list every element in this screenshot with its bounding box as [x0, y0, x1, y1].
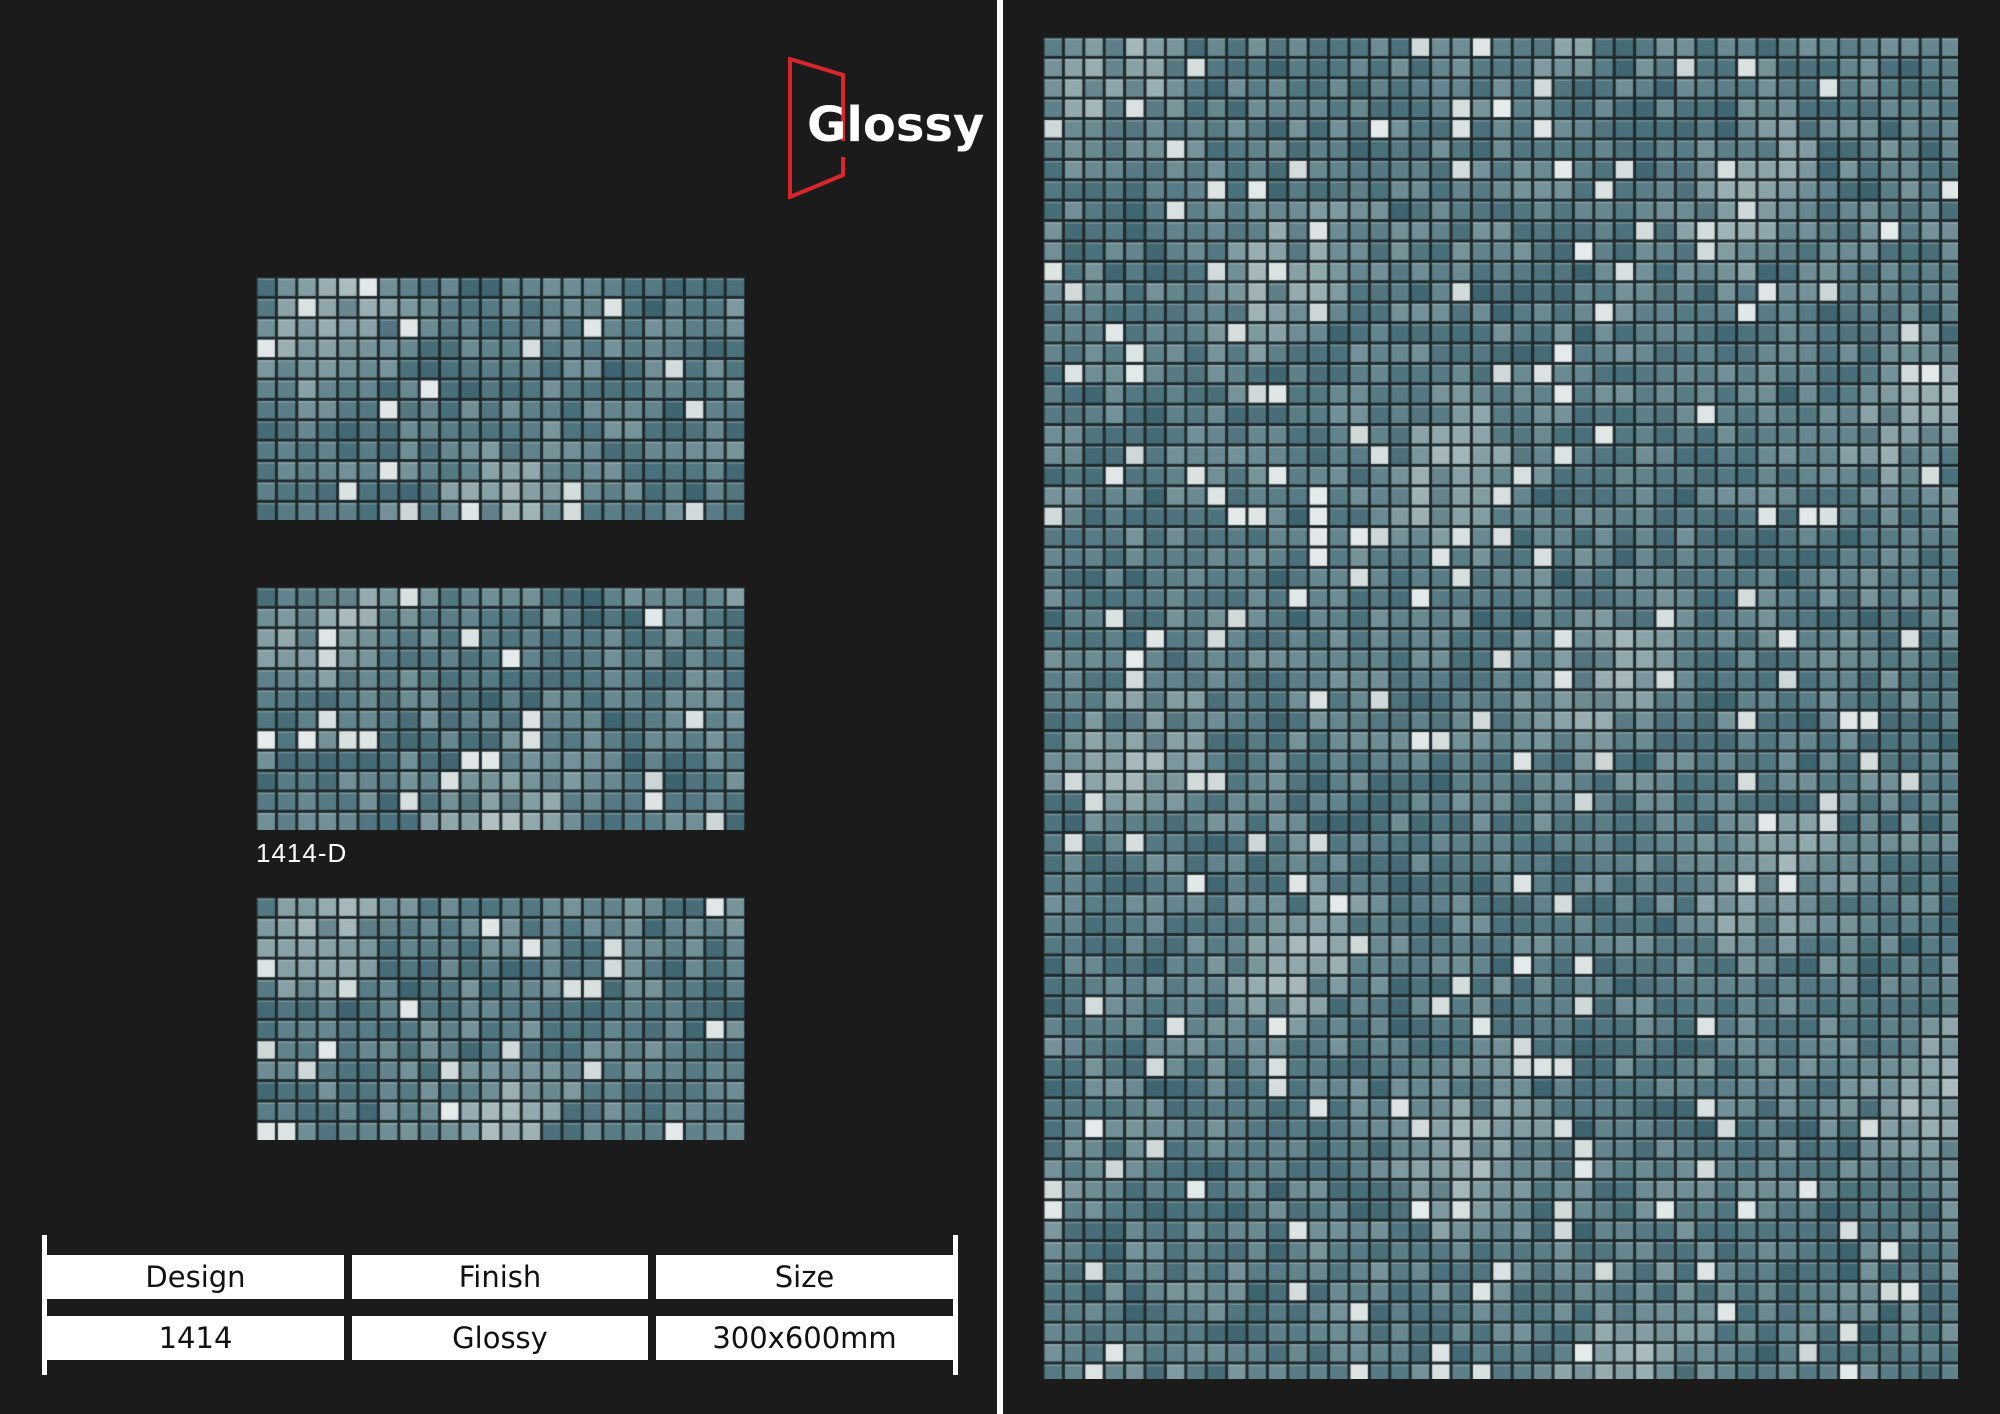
value-finish: Glossy	[352, 1316, 648, 1360]
header-design: Design	[47, 1255, 344, 1299]
variant-label: 1414-D	[256, 838, 348, 868]
header-finish: Finish	[352, 1255, 648, 1299]
tile-preview-2	[256, 587, 745, 830]
header-size: Size	[656, 1255, 953, 1299]
value-size: 300x600mm	[656, 1316, 953, 1360]
tile-preview-1	[256, 277, 745, 520]
table-left-bar	[42, 1235, 47, 1375]
value-design: 1414	[47, 1316, 344, 1360]
tile-preview-3	[256, 897, 745, 1140]
divider	[997, 0, 1003, 1414]
door-frame-icon	[788, 57, 845, 199]
table-right-bar	[953, 1235, 958, 1375]
logo-text: Glossy	[807, 97, 985, 153]
brand-logo: Glossy	[787, 57, 984, 199]
tile-large-preview	[1043, 37, 1958, 1379]
